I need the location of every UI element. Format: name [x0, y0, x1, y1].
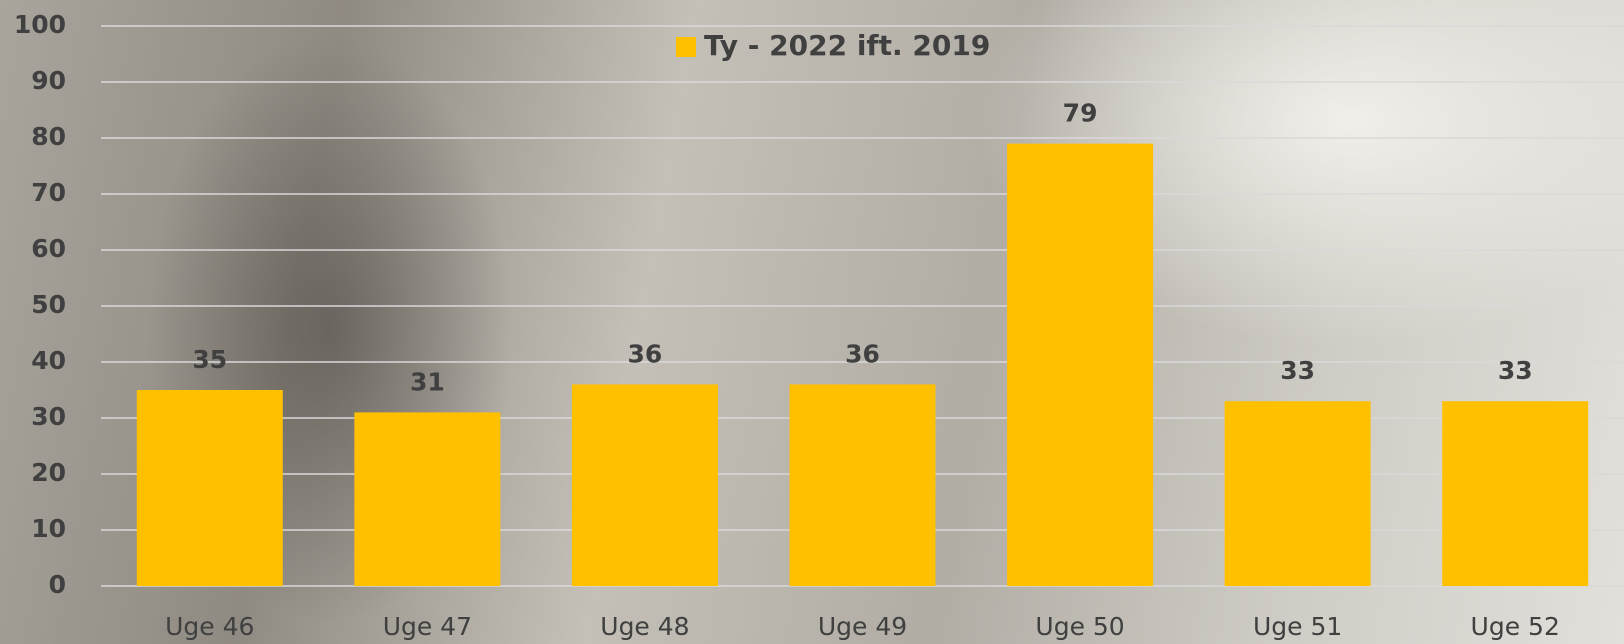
- bar: [1225, 401, 1371, 586]
- bar: [137, 390, 283, 586]
- page: 0 10 20 30 40 50 60 70 80 90 100 35 31 36 36 79 33 33 Ty -…: [0, 0, 1624, 644]
- y-tick-label: 40: [31, 346, 66, 375]
- legend-swatch: [676, 37, 696, 57]
- y-tick-label: 80: [31, 122, 66, 151]
- y-tick-label: 30: [31, 402, 66, 431]
- legend-label: Ty - 2022 ift. 2019: [704, 29, 990, 62]
- data-label: 36: [628, 339, 663, 368]
- x-tick-label: Uge 47: [383, 612, 472, 641]
- y-tick-label: 0: [49, 570, 66, 599]
- y-tick-label: 70: [31, 178, 66, 207]
- data-label: 79: [1063, 99, 1098, 128]
- x-tick-label: Uge 48: [600, 612, 689, 641]
- data-label: 33: [1498, 356, 1533, 385]
- data-label: 31: [410, 367, 445, 396]
- bar: [354, 412, 500, 586]
- bar: [572, 384, 718, 586]
- bar: [790, 384, 936, 586]
- y-tick-label: 50: [31, 290, 66, 319]
- data-label: 33: [1280, 356, 1315, 385]
- y-tick-label: 100: [14, 10, 66, 39]
- x-tick-label: Uge 50: [1035, 612, 1124, 641]
- data-label: 35: [192, 345, 227, 374]
- bar: [1442, 401, 1588, 586]
- x-tick-label: Uge 52: [1471, 612, 1560, 641]
- x-tick-label: Uge 51: [1253, 612, 1342, 641]
- data-label: 36: [845, 339, 880, 368]
- bar: [1007, 144, 1153, 586]
- y-tick-label: 60: [31, 234, 66, 263]
- chart: 0 10 20 30 40 50 60 70 80 90 100 35 31 36 36 79 33 33 Ty -…: [0, 0, 1624, 644]
- y-tick-label: 90: [31, 66, 66, 95]
- y-tick-label: 10: [31, 514, 66, 543]
- y-tick-label: 20: [31, 458, 66, 487]
- x-tick-label: Uge 46: [165, 612, 254, 641]
- x-tick-label: Uge 49: [818, 612, 907, 641]
